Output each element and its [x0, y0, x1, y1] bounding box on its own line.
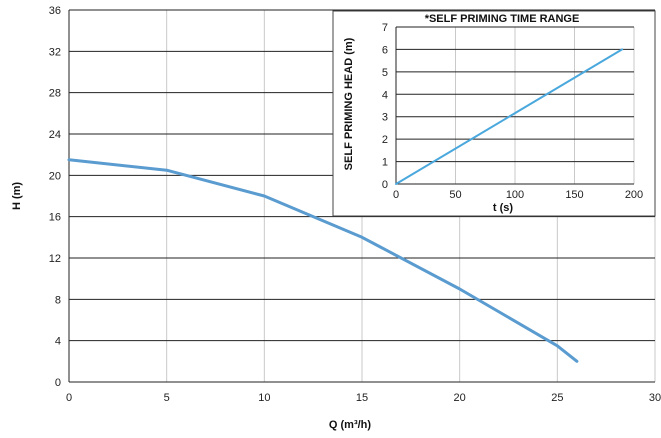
inset-y-tick-label: 6: [382, 44, 388, 56]
inset-x-tick-label: 200: [625, 189, 643, 201]
inset-x-tick-label: 50: [449, 189, 461, 201]
self-priming-line: [395, 48, 624, 185]
main-y-tick-label: 20: [49, 170, 61, 182]
inset-title: *SELF PRIMING TIME RANGE: [425, 13, 580, 25]
main-y-tick-label: 4: [55, 336, 61, 348]
main-y-tick-label: 28: [49, 88, 61, 100]
main-y-tick-label: 24: [49, 129, 61, 141]
main-x-tick-label: 20: [454, 392, 466, 404]
main-x-tick-label: 30: [649, 392, 661, 404]
main-x-tick-label: 5: [164, 392, 170, 404]
main-y-axis-label: H (m): [11, 182, 23, 210]
inset-y-axis-label: SELF PRIMING HEAD (m): [343, 37, 355, 170]
main-x-tick-label: 25: [551, 392, 563, 404]
main-y-tick-label: 36: [49, 5, 61, 17]
inset-chart: *SELF PRIMING TIME RANGE 0 50 100 150 200 0 1 2…: [332, 10, 656, 217]
main-y-tick-label: 32: [49, 46, 61, 58]
main-x-tick-label: 0: [66, 392, 72, 404]
inset-y-tick-label: 4: [382, 89, 388, 101]
main-x-tick-label: 15: [356, 392, 368, 404]
inset-tick-labels: 0 50 100 150 200 0 1 2 3 4 5 6 7: [382, 22, 643, 201]
inset-x-tick-label: 0: [393, 189, 399, 201]
inset-y-tick-label: 7: [382, 22, 388, 34]
main-y-tick-label: 16: [49, 212, 61, 224]
main-y-tick-label: 12: [49, 253, 61, 265]
main-y-tick-label: 8: [55, 294, 61, 306]
inset-x-axis-label: t (s): [493, 202, 514, 214]
inset-y-tick-label: 5: [382, 67, 388, 79]
inset-y-tick-label: 0: [382, 179, 388, 191]
inset-y-tick-label: 2: [382, 134, 388, 146]
inset-x-tick-label: 150: [565, 189, 583, 201]
inset-grid: [395, 26, 635, 185]
inset-y-tick-label: 3: [382, 112, 388, 124]
inset-x-tick-label: 100: [506, 189, 524, 201]
inset-y-tick-label: 1: [382, 157, 388, 169]
main-y-tick-label: 0: [55, 377, 61, 389]
inset-background: [332, 10, 656, 217]
main-x-tick-label: 10: [258, 392, 270, 404]
main-x-axis-label: Q (m³/h): [329, 419, 371, 431]
pump-performance-curve: [67, 158, 579, 363]
